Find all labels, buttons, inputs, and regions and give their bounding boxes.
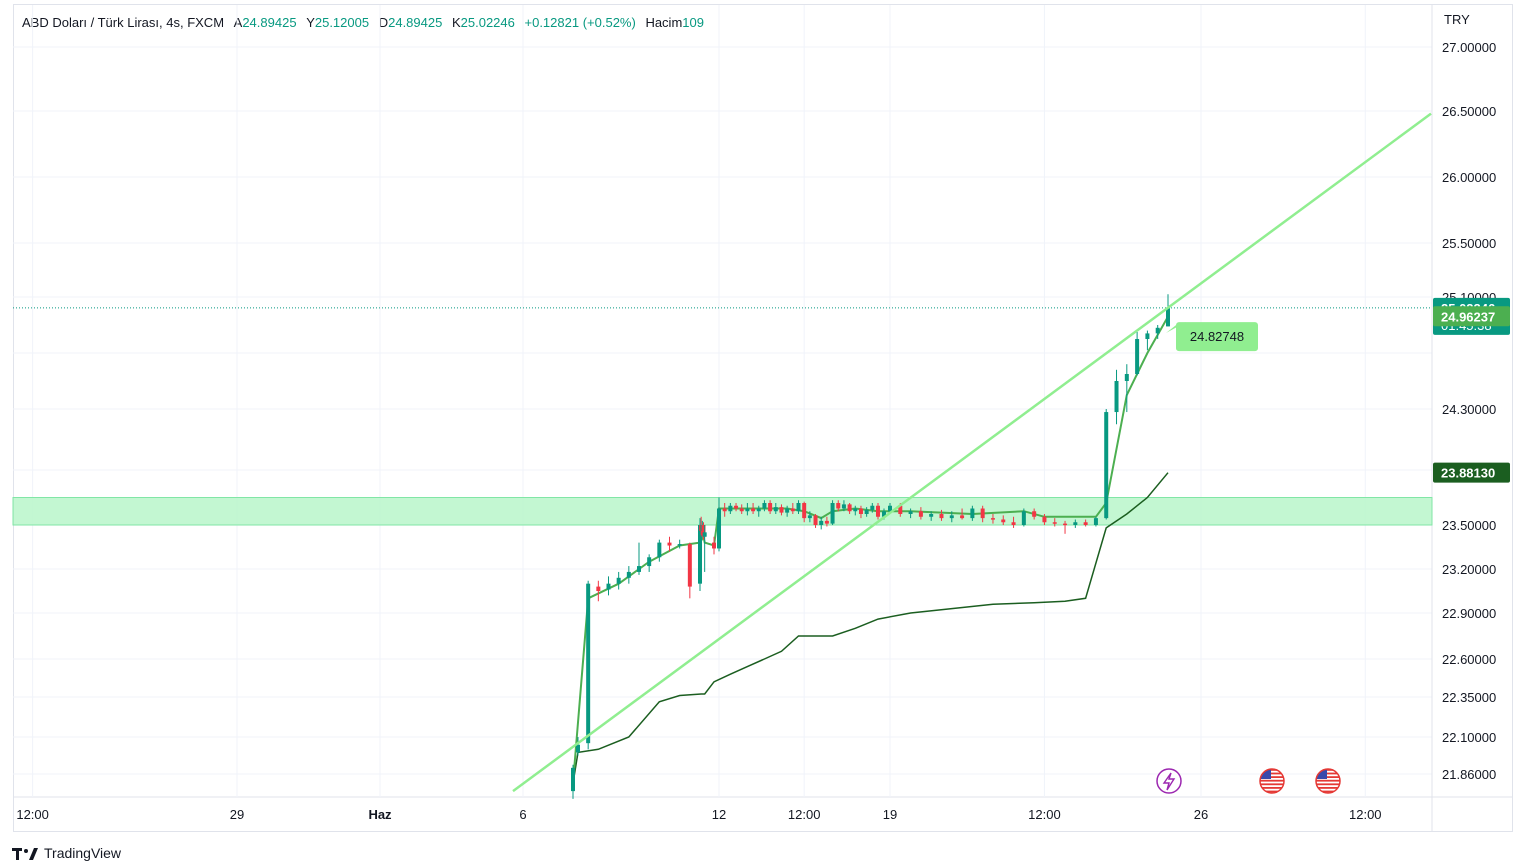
close-value: 25.02246 xyxy=(460,15,515,30)
volume-value: 109 xyxy=(682,15,704,30)
tradingview-brand-text: TradingView xyxy=(44,845,122,861)
high-value: 25.12005 xyxy=(314,15,370,30)
symbol-title[interactable]: ABD Doları / Türk Lirası, 4s, FXCM xyxy=(22,15,225,30)
symbol-legend: ABD Doları / Türk Lirası, 4s, FXCM A24.8… xyxy=(22,15,704,30)
volume-label: Hacim xyxy=(645,15,683,30)
currency-label[interactable]: TRY xyxy=(1444,12,1470,27)
high-label: Y xyxy=(306,15,315,30)
close-label: K xyxy=(451,15,461,30)
open-value: 24.89425 xyxy=(242,15,297,30)
open-label: A xyxy=(233,15,243,30)
change-value: +0.12821 (+0.52%) xyxy=(524,15,636,30)
tradingview-logo[interactable]: TradingView xyxy=(12,845,121,861)
low-value: 24.89425 xyxy=(388,15,443,30)
chart-frame[interactable] xyxy=(13,4,1513,832)
low-label: D xyxy=(378,15,389,30)
tradingview-logo-icon xyxy=(12,846,38,860)
